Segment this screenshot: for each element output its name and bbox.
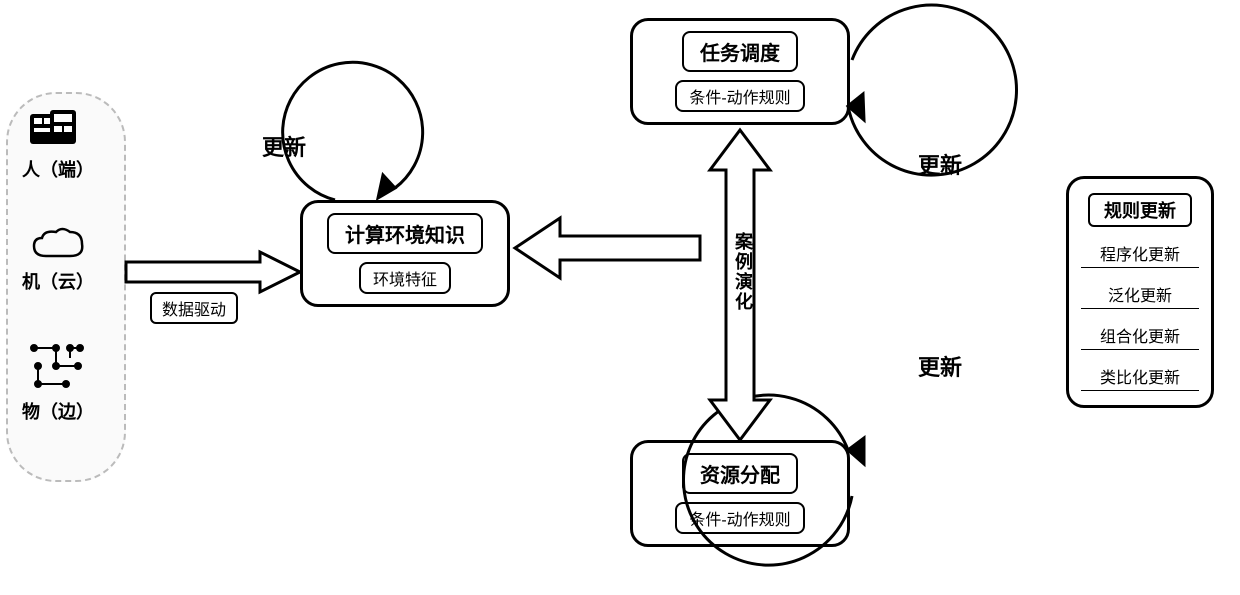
rule-item-3: 类比化更新 xyxy=(1081,362,1199,391)
rules-title: 规则更新 xyxy=(1088,193,1192,227)
resource-alloc-sub: 条件-动作规则 xyxy=(675,502,804,534)
source-label-2: 物（边） xyxy=(22,398,94,424)
resource-alloc-box: 资源分配 条件-动作规则 xyxy=(630,440,850,547)
data-drive-label: 数据驱动 xyxy=(150,292,238,324)
update-label-top: 更新 xyxy=(918,148,962,180)
update-label-left: 更新 xyxy=(262,130,306,162)
resource-alloc-title: 资源分配 xyxy=(682,453,798,494)
env-knowledge-title: 计算环境知识 xyxy=(327,213,483,254)
task-schedule-title: 任务调度 xyxy=(682,31,798,72)
task-schedule-box: 任务调度 条件-动作规则 xyxy=(630,18,850,125)
rules-box: 规则更新 程序化更新 泛化更新 组合化更新 类比化更新 xyxy=(1066,176,1214,408)
cloud-icon xyxy=(28,226,88,271)
device-icon xyxy=(28,108,82,157)
rule-item-1: 泛化更新 xyxy=(1081,280,1199,309)
source-label-0: 人（端） xyxy=(22,156,94,182)
env-knowledge-box: 计算环境知识 环境特征 xyxy=(300,200,510,307)
update-label-bottom: 更新 xyxy=(918,350,962,382)
circuit-icon xyxy=(26,338,88,399)
center-arrow-label: 案例演化 xyxy=(730,232,756,312)
env-feature-sub: 环境特征 xyxy=(359,262,451,294)
task-schedule-sub: 条件-动作规则 xyxy=(675,80,804,112)
rule-item-2: 组合化更新 xyxy=(1081,321,1199,350)
source-label-1: 机（云） xyxy=(22,268,94,294)
rule-item-0: 程序化更新 xyxy=(1081,239,1199,268)
